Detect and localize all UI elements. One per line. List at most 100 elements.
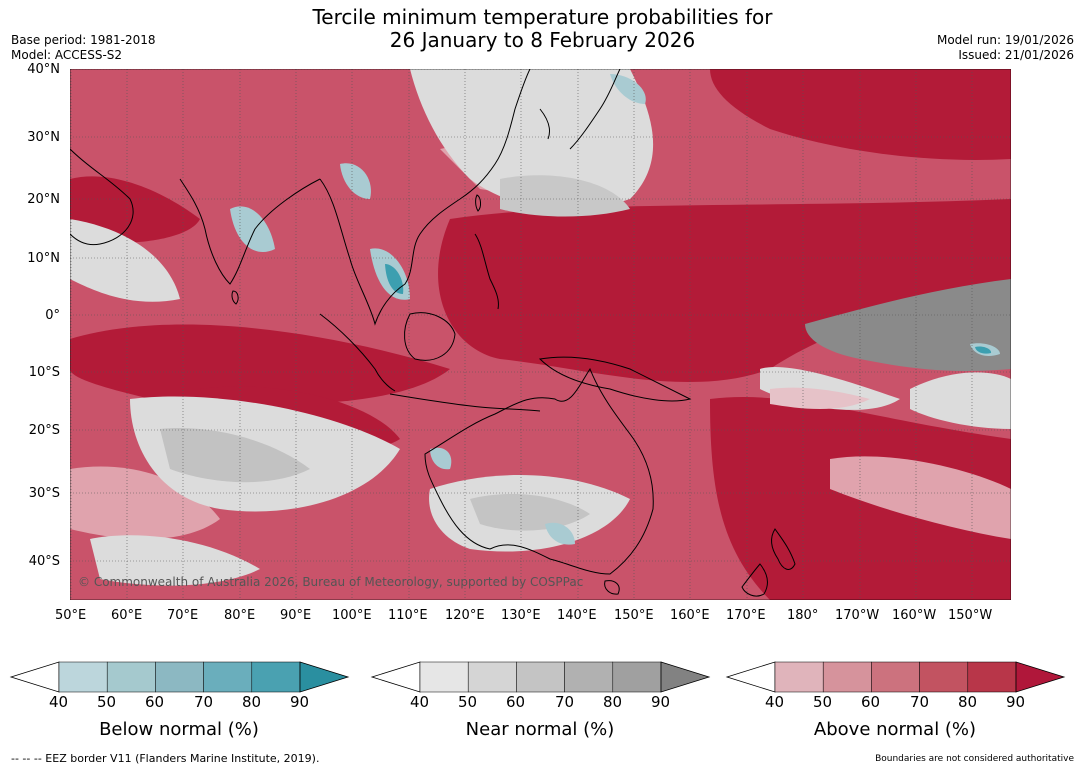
tasmania-coast	[604, 580, 620, 595]
model-name: Model: ACCESS-S2	[11, 48, 123, 62]
legend-tick: 90	[651, 693, 671, 711]
india-coast	[179, 178, 321, 285]
lon-label: 130°E	[501, 608, 541, 623]
near-normal-label: Near normal (%)	[465, 719, 615, 740]
colorbar-segment	[919, 661, 969, 693]
coastlines	[70, 69, 796, 597]
legend-tick: 60	[861, 693, 881, 711]
model-run: Model run: 19/01/2026	[936, 33, 1074, 47]
lon-label: 80°E	[224, 608, 256, 623]
legend-tick: 50	[813, 693, 833, 711]
lon-label: 120°E	[445, 608, 485, 623]
lon-label: 160°W	[892, 608, 937, 623]
colorbar-max-triangle	[299, 661, 350, 693]
lat-label: 40°N	[27, 62, 60, 77]
map-title-line1: Tercile minimum temperature probabilitie…	[312, 5, 773, 29]
legend-tick: 70	[555, 693, 575, 711]
china-coast	[459, 69, 531, 200]
issued-date: Issued: 21/01/2026	[958, 48, 1074, 62]
legend-tick: 90	[290, 693, 310, 711]
arabia-coast	[70, 148, 134, 246]
colorbar-segment	[564, 661, 614, 693]
lat-label: 40°S	[28, 554, 60, 569]
lat-label: 20°N	[27, 192, 60, 207]
base-period: Base period: 1981-2018	[11, 33, 156, 47]
colorbar-segment	[155, 661, 204, 693]
colorbar-segment	[871, 661, 920, 693]
colorbar-legends	[9, 661, 1066, 693]
lon-label: 60°E	[111, 608, 143, 623]
copyright-notice: © Commonwealth of Australia 2026, Bureau…	[78, 575, 583, 589]
colorbar-segment	[516, 661, 565, 693]
legend-tick: 40	[49, 693, 69, 711]
lon-label: 150°E	[614, 608, 654, 623]
borneo-coast	[404, 312, 456, 361]
new-guinea-coast	[538, 356, 692, 402]
legend-tick: 80	[242, 693, 262, 711]
lon-label: 170°E	[726, 608, 766, 623]
map-shading	[70, 69, 1011, 600]
lat-label: 20°S	[28, 423, 60, 438]
lon-label: 150°W	[948, 608, 993, 623]
philippines-coast	[474, 233, 499, 310]
korea-coast	[539, 108, 551, 140]
near-normal-colorbar	[370, 661, 711, 693]
colorbar-segment	[419, 661, 469, 693]
colorbar-segment	[106, 661, 156, 693]
lon-label: 110°E	[388, 608, 428, 623]
lon-label: 180°	[787, 608, 819, 623]
below-normal-colorbar	[9, 661, 350, 693]
lon-label: 160°E	[670, 608, 710, 623]
legend-tick: 50	[458, 693, 478, 711]
above-normal-label: Above normal (%)	[813, 719, 977, 740]
taiwan-coast	[475, 194, 481, 212]
colorbar-segment	[251, 661, 301, 693]
colorbar-segment	[774, 661, 824, 693]
boundaries-note: Boundaries are not considered authoritat…	[875, 754, 1074, 764]
colorbar-segment	[822, 661, 872, 693]
sumatra-coast	[319, 313, 396, 392]
probability-map: © Commonwealth of Australia 2026, Bureau…	[70, 69, 1011, 600]
colorbar-segment	[203, 661, 253, 693]
colorbar-max-triangle	[660, 661, 711, 693]
lon-label: 170°W	[835, 608, 880, 623]
japan-coast	[569, 69, 621, 150]
legend-tick: 60	[506, 693, 526, 711]
lon-label: 100°E	[332, 608, 372, 623]
lat-label: 30°S	[28, 486, 60, 501]
above-normal-colorbar	[725, 661, 1066, 693]
lon-label: 70°E	[167, 608, 199, 623]
sri-lanka-coast	[231, 290, 239, 305]
colorbar-segment	[58, 661, 108, 693]
legend-tick: 80	[958, 693, 978, 711]
map-gridlines	[70, 69, 1011, 600]
map-title-line2: 26 January to 8 February 2026	[389, 28, 696, 52]
lat-label: 0°	[45, 308, 60, 323]
lon-label: 50°E	[55, 608, 87, 623]
australia-coast	[424, 367, 654, 575]
legend-tick: 90	[1006, 693, 1026, 711]
lon-label: 140°E	[557, 608, 597, 623]
java-coast	[389, 393, 541, 412]
indochina-coast	[319, 178, 461, 326]
below-normal-label: Below normal (%)	[99, 719, 259, 740]
lon-label: 90°E	[280, 608, 312, 623]
colorbar-segment	[467, 661, 517, 693]
colorbar-min-triangle	[9, 661, 60, 693]
legend-tick: 70	[910, 693, 930, 711]
legend-tick: 40	[410, 693, 430, 711]
colorbar-segment	[612, 661, 662, 693]
colorbar-max-triangle	[1015, 661, 1066, 693]
legend-tick: 40	[765, 693, 785, 711]
colorbar-min-triangle	[370, 661, 421, 693]
legend-tick: 80	[603, 693, 623, 711]
lat-label: 30°N	[27, 130, 60, 145]
colorbar-min-triangle	[725, 661, 776, 693]
eez-note: -- -- -- EEZ border V11 (Flanders Marine…	[11, 752, 320, 765]
legend-tick: 70	[194, 693, 214, 711]
new-zealand-north	[771, 528, 796, 570]
colorbar-segment	[967, 661, 1017, 693]
legend-tick: 50	[97, 693, 117, 711]
lat-label: 10°N	[27, 251, 60, 266]
new-zealand-south	[741, 563, 768, 597]
